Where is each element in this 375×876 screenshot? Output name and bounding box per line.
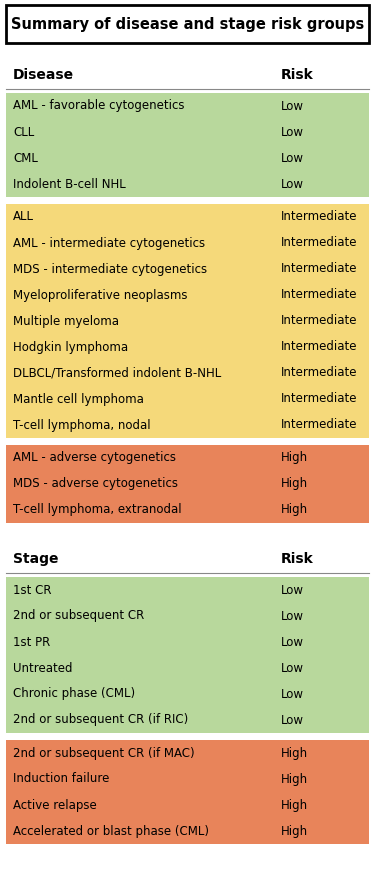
Text: AML - favorable cytogenetics: AML - favorable cytogenetics xyxy=(13,100,184,112)
Text: Hodgkin lymphoma: Hodgkin lymphoma xyxy=(13,341,128,354)
Text: Low: Low xyxy=(280,713,303,726)
Text: Intermediate: Intermediate xyxy=(280,366,357,379)
Text: Low: Low xyxy=(280,688,303,701)
Text: Disease: Disease xyxy=(13,68,74,82)
Text: 2nd or subsequent CR: 2nd or subsequent CR xyxy=(13,610,144,623)
Text: Intermediate: Intermediate xyxy=(280,314,357,328)
Text: Mantle cell lymphoma: Mantle cell lymphoma xyxy=(13,392,144,406)
Text: T-cell lymphoma, extranodal: T-cell lymphoma, extranodal xyxy=(13,504,182,517)
Text: Low: Low xyxy=(280,583,303,597)
Text: Low: Low xyxy=(280,635,303,648)
Text: Summary of disease and stage risk groups: Summary of disease and stage risk groups xyxy=(11,17,364,32)
Text: Myeloproliferative neoplasms: Myeloproliferative neoplasms xyxy=(13,288,188,301)
Text: 2nd or subsequent CR (if RIC): 2nd or subsequent CR (if RIC) xyxy=(13,713,188,726)
Text: Intermediate: Intermediate xyxy=(280,288,357,301)
Text: Risk: Risk xyxy=(280,68,313,82)
Text: High: High xyxy=(280,451,308,464)
Text: Low: Low xyxy=(280,125,303,138)
Text: High: High xyxy=(280,477,308,491)
FancyBboxPatch shape xyxy=(6,5,369,43)
Text: Induction failure: Induction failure xyxy=(13,773,110,786)
Text: High: High xyxy=(280,824,308,837)
Text: High: High xyxy=(280,746,308,759)
Text: Low: Low xyxy=(280,152,303,165)
Text: AML - intermediate cytogenetics: AML - intermediate cytogenetics xyxy=(13,237,205,250)
Text: Chronic phase (CML): Chronic phase (CML) xyxy=(13,688,135,701)
FancyBboxPatch shape xyxy=(6,93,369,197)
Text: CML: CML xyxy=(13,152,38,165)
Text: MDS - intermediate cytogenetics: MDS - intermediate cytogenetics xyxy=(13,263,207,275)
Text: Intermediate: Intermediate xyxy=(280,392,357,406)
Text: Low: Low xyxy=(280,661,303,675)
FancyBboxPatch shape xyxy=(6,577,369,733)
Text: ALL: ALL xyxy=(13,210,34,223)
Text: CLL: CLL xyxy=(13,125,34,138)
Text: Intermediate: Intermediate xyxy=(280,210,357,223)
FancyBboxPatch shape xyxy=(6,740,369,844)
Text: T-cell lymphoma, nodal: T-cell lymphoma, nodal xyxy=(13,419,151,432)
Text: High: High xyxy=(280,504,308,517)
Text: Intermediate: Intermediate xyxy=(280,341,357,354)
Text: 1st PR: 1st PR xyxy=(13,635,50,648)
FancyBboxPatch shape xyxy=(6,204,369,438)
Text: Accelerated or blast phase (CML): Accelerated or blast phase (CML) xyxy=(13,824,209,837)
Text: Multiple myeloma: Multiple myeloma xyxy=(13,314,119,328)
Text: 1st CR: 1st CR xyxy=(13,583,52,597)
Text: High: High xyxy=(280,799,308,811)
Text: Intermediate: Intermediate xyxy=(280,419,357,432)
Text: Intermediate: Intermediate xyxy=(280,237,357,250)
Text: Indolent B-cell NHL: Indolent B-cell NHL xyxy=(13,178,126,190)
Text: Stage: Stage xyxy=(13,552,58,566)
Text: Risk: Risk xyxy=(280,552,313,566)
FancyBboxPatch shape xyxy=(6,445,369,523)
Text: 2nd or subsequent CR (if MAC): 2nd or subsequent CR (if MAC) xyxy=(13,746,195,759)
Text: Untreated: Untreated xyxy=(13,661,73,675)
Text: Low: Low xyxy=(280,610,303,623)
Text: Intermediate: Intermediate xyxy=(280,263,357,275)
Text: Low: Low xyxy=(280,178,303,190)
Text: Low: Low xyxy=(280,100,303,112)
Text: MDS - adverse cytogenetics: MDS - adverse cytogenetics xyxy=(13,477,178,491)
Text: High: High xyxy=(280,773,308,786)
Text: DLBCL/Transformed indolent B-NHL: DLBCL/Transformed indolent B-NHL xyxy=(13,366,221,379)
Text: Active relapse: Active relapse xyxy=(13,799,97,811)
Text: AML - adverse cytogenetics: AML - adverse cytogenetics xyxy=(13,451,176,464)
